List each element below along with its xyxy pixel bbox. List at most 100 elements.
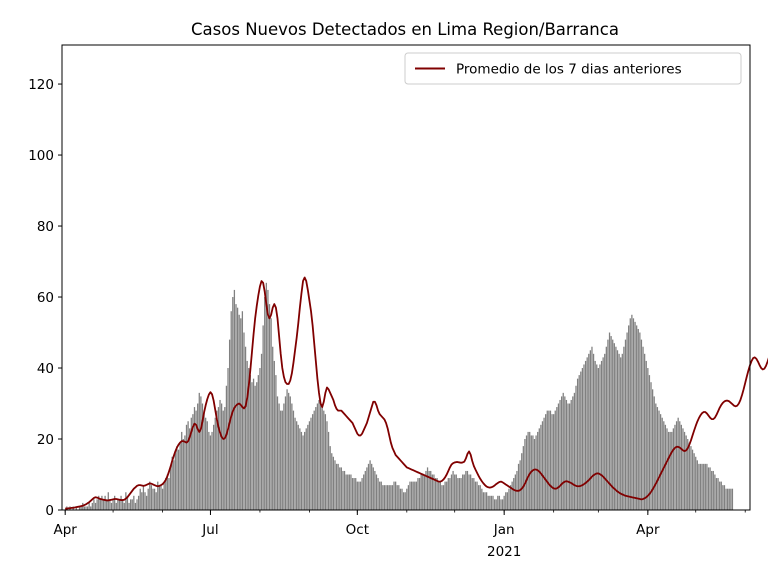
bar	[356, 481, 358, 510]
bar	[227, 368, 229, 510]
bar	[493, 499, 496, 510]
bar	[618, 353, 620, 510]
bar	[545, 414, 547, 510]
bar	[98, 495, 100, 510]
bar	[110, 502, 113, 510]
bar	[706, 463, 708, 510]
bar	[78, 506, 81, 510]
bar	[139, 488, 141, 510]
bar	[193, 407, 196, 510]
bar	[203, 410, 205, 510]
bar	[538, 428, 540, 510]
bar	[114, 495, 116, 510]
bar	[425, 470, 427, 510]
bar	[719, 481, 721, 510]
bar	[267, 289, 269, 510]
bar	[675, 421, 678, 510]
bar	[549, 410, 552, 510]
bar	[117, 499, 119, 510]
bar	[659, 414, 662, 510]
bar	[75, 506, 78, 510]
bar	[446, 481, 448, 510]
bar	[728, 488, 730, 510]
bar	[359, 481, 362, 510]
bar	[288, 392, 290, 510]
bar	[264, 297, 266, 510]
bar	[150, 485, 153, 510]
bar	[93, 499, 95, 510]
bar	[613, 343, 615, 510]
bar	[501, 499, 504, 510]
bar	[509, 485, 512, 510]
bar	[137, 495, 140, 510]
bar	[278, 403, 280, 510]
bar	[206, 421, 208, 510]
bar	[527, 431, 529, 510]
bar	[268, 304, 271, 510]
bar	[134, 502, 137, 510]
bar	[182, 439, 184, 510]
bar	[476, 481, 478, 510]
bar	[723, 485, 726, 510]
bar	[133, 495, 135, 510]
bar	[607, 339, 609, 510]
bar	[707, 467, 710, 510]
bar	[369, 460, 371, 510]
bar	[441, 485, 443, 510]
bar	[477, 485, 480, 510]
bar	[273, 360, 275, 510]
bar	[311, 414, 314, 510]
bar	[262, 325, 264, 510]
bar	[508, 488, 510, 510]
bar	[687, 439, 689, 510]
bar	[513, 478, 515, 510]
bar	[304, 431, 306, 510]
bar	[672, 428, 675, 510]
bar	[112, 499, 114, 510]
bar	[94, 502, 97, 510]
bar	[428, 470, 430, 510]
bar	[671, 431, 673, 510]
bar	[433, 474, 435, 510]
bar	[474, 481, 477, 510]
bar	[399, 488, 402, 510]
bar	[195, 410, 197, 510]
bar	[217, 407, 220, 510]
bar	[220, 403, 223, 510]
bar	[727, 488, 729, 510]
bar	[315, 407, 317, 510]
bar	[337, 463, 339, 510]
line-series	[65, 276, 768, 510]
bar	[717, 478, 719, 510]
bar	[495, 499, 497, 510]
bar	[276, 396, 279, 510]
bar	[201, 403, 204, 510]
bar	[375, 474, 378, 510]
bar	[209, 435, 212, 510]
bar	[109, 499, 111, 510]
bar	[553, 414, 555, 510]
bar	[316, 403, 319, 510]
bar	[616, 350, 619, 510]
bar	[639, 332, 641, 510]
x-tick-label: Oct	[346, 522, 369, 538]
bar	[147, 488, 149, 510]
bar	[415, 481, 418, 510]
plot-frame	[61, 44, 751, 511]
bar	[422, 474, 424, 510]
bar	[118, 499, 121, 510]
bar	[340, 467, 342, 510]
axes: 0 20 40 60 80 100 120 Apr Jul Oct Jan 2021 Apr	[28, 44, 751, 560]
bar	[543, 417, 545, 510]
bar	[414, 481, 416, 510]
bar	[367, 463, 370, 510]
bar	[142, 485, 145, 510]
bar	[372, 467, 374, 510]
bar	[90, 506, 92, 510]
bar	[599, 364, 601, 510]
bar	[216, 410, 218, 510]
bar	[377, 478, 379, 510]
bar	[80, 506, 82, 510]
chart-title: Casos Nuevos Detectados en Lima Region/B…	[191, 20, 619, 39]
bar	[371, 463, 373, 510]
